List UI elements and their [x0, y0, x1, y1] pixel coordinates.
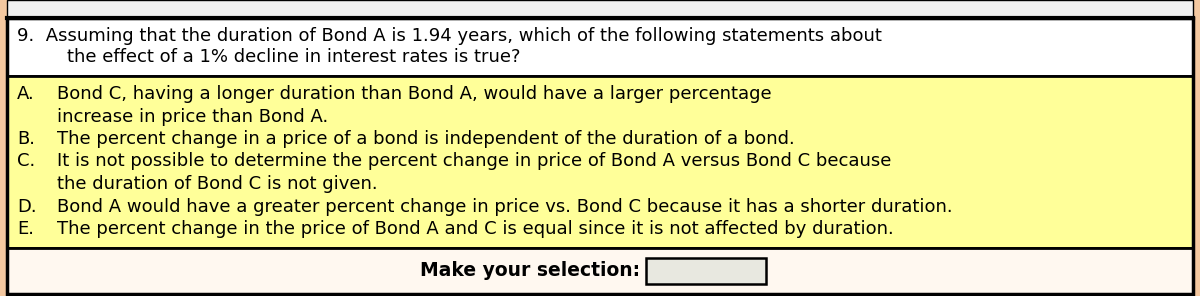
Text: E.: E.: [17, 220, 34, 238]
Bar: [646, 258, 766, 284]
Text: C.: C.: [17, 152, 35, 170]
Text: increase in price than Bond A.: increase in price than Bond A.: [58, 107, 329, 126]
Text: D.: D.: [17, 197, 37, 215]
Bar: [7, 18, 1193, 76]
Text: the duration of Bond C is not given.: the duration of Bond C is not given.: [58, 175, 378, 193]
Text: Make your selection:: Make your selection:: [420, 261, 640, 281]
Text: B.: B.: [17, 130, 35, 148]
Bar: [7, 0, 1193, 18]
Bar: [7, 76, 1193, 248]
Text: The percent change in a price of a bond is independent of the duration of a bond: The percent change in a price of a bond …: [58, 130, 794, 148]
Text: A.: A.: [17, 85, 35, 103]
Text: Bond C, having a longer duration than Bond A, would have a larger percentage: Bond C, having a longer duration than Bo…: [58, 85, 772, 103]
Text: 9.  Assuming that the duration of Bond A is 1.94 years, which of the following s: 9. Assuming that the duration of Bond A …: [17, 27, 882, 45]
Text: The percent change in the price of Bond A and C is equal since it is not affecte: The percent change in the price of Bond …: [58, 220, 894, 238]
Bar: [7, 248, 1193, 294]
Text: It is not possible to determine the percent change in price of Bond A versus Bon: It is not possible to determine the perc…: [58, 152, 892, 170]
Text: the effect of a 1% decline in interest rates is true?: the effect of a 1% decline in interest r…: [67, 48, 521, 66]
Text: Bond A would have a greater percent change in price vs. Bond C because it has a : Bond A would have a greater percent chan…: [58, 197, 953, 215]
